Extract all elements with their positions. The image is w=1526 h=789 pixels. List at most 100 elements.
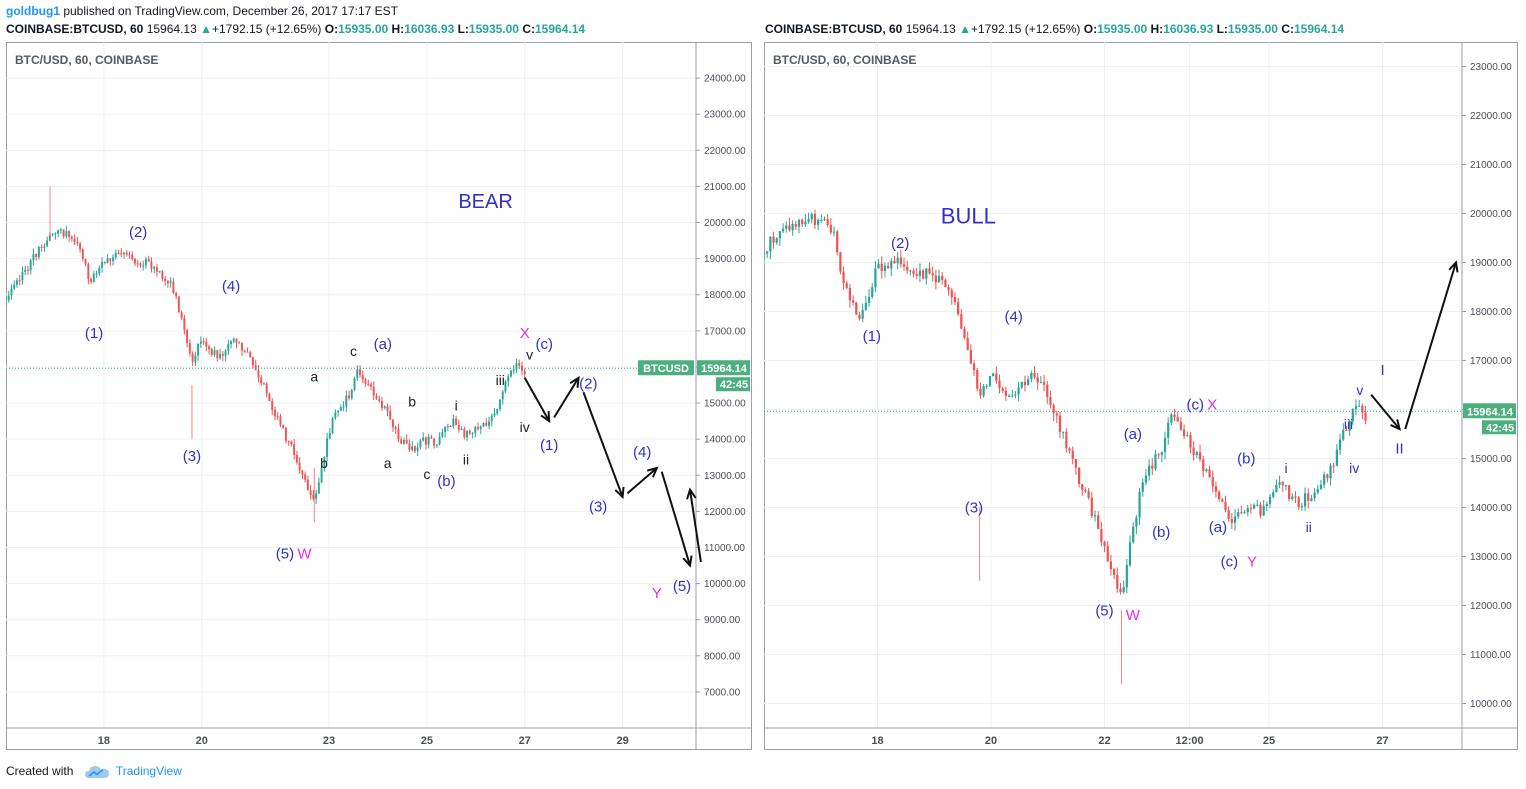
candle-body (372, 386, 375, 396)
candle-body (180, 312, 183, 318)
candle-body (367, 383, 370, 385)
candle-body (260, 377, 263, 384)
candle-body (976, 370, 979, 389)
bear-chart-panel[interactable]: 24000.00 23000.00 22000.00 21000.00 20000.00… (6, 42, 758, 754)
candle-body (1027, 379, 1030, 386)
up-triangle-icon: ▲ (200, 22, 212, 36)
countdown-box (716, 377, 750, 392)
arrow-line (1404, 262, 1457, 430)
y-tick-label: 12000.00 (1470, 601, 1512, 612)
publish-line: goldbug1 published on TradingView.com, D… (6, 4, 398, 18)
candle-body (1230, 519, 1233, 523)
candle-body (194, 355, 197, 362)
candle-body (972, 363, 976, 371)
candle-body (1084, 489, 1087, 492)
candle-body (1163, 437, 1167, 453)
tradingview-brand-link[interactable]: TradingView (115, 764, 182, 778)
wave-label: X (520, 325, 530, 342)
candle-body (133, 259, 136, 264)
wave-label: b (320, 455, 328, 471)
wave-label: (5) (673, 578, 691, 595)
candle-body (136, 263, 139, 265)
candle-body (424, 437, 427, 445)
wave-label: (2) (579, 376, 597, 393)
candle-body (460, 428, 463, 430)
candle-body (54, 233, 57, 235)
candle-body (70, 236, 73, 239)
candle-body (883, 265, 887, 271)
candle-body (216, 350, 219, 359)
price-change: +1792.15 (+12.65%) (212, 22, 322, 36)
candle-body (422, 437, 425, 441)
price-tag-label: BTCUSD (643, 363, 689, 375)
candle-body (1170, 414, 1173, 423)
author-link[interactable]: goldbug1 (6, 4, 60, 18)
open-value: 15935.00 (338, 22, 389, 36)
candle-body (1109, 561, 1113, 570)
projection-arrows (523, 375, 702, 568)
candle-body (183, 317, 186, 330)
candle-body (764, 253, 766, 255)
candle-body (880, 263, 883, 271)
candle-body (1151, 465, 1154, 469)
candle-body (320, 468, 323, 483)
candle-body (1198, 452, 1202, 460)
candle-body (1103, 541, 1106, 547)
candle-body (1240, 512, 1243, 514)
candle-body (18, 280, 21, 282)
candle-body (334, 412, 337, 419)
candle-body (345, 395, 348, 407)
wave-label: iii (496, 372, 505, 388)
candle-body (1259, 504, 1262, 516)
candle-body (172, 281, 175, 293)
candle-body (816, 220, 820, 225)
candle-body (87, 263, 90, 279)
candle-body (909, 270, 912, 272)
candle-body (1278, 482, 1281, 485)
wave-label: iv (1349, 460, 1359, 476)
candle-body (1176, 417, 1179, 422)
candle-body (356, 369, 359, 379)
candle-body (931, 273, 934, 276)
candle-body (79, 243, 82, 250)
candle-body (147, 259, 150, 262)
candle-body (109, 258, 112, 262)
candle-body (1233, 516, 1237, 523)
candle-body (1039, 382, 1043, 384)
candle-body (1157, 454, 1160, 456)
candle-body (1243, 512, 1246, 514)
candle-body (287, 440, 290, 442)
candle-body (10, 288, 13, 296)
y-tick-label: 20000.00 (704, 218, 746, 229)
candle-body (123, 252, 125, 255)
candle-body (512, 369, 515, 371)
candle-body (290, 441, 293, 445)
arrow-head (614, 486, 625, 500)
candle-body (166, 280, 169, 284)
candle-body (153, 267, 156, 269)
candle-body (839, 252, 842, 272)
candle-body (315, 493, 318, 499)
candle-body (1173, 414, 1176, 418)
candle-body (937, 275, 941, 283)
x-tick-label: 27 (519, 735, 531, 747)
candle-body (1310, 498, 1313, 501)
bull-chart-panel[interactable]: 23000.00 22000.00 21000.00 20000.00 19000.00… (764, 42, 1522, 754)
wave-label: I (1380, 362, 1384, 379)
candle-body (92, 273, 95, 282)
candle-body (213, 350, 216, 355)
y-tick-label: 14000.00 (704, 435, 746, 446)
y-axis: 24000.00 23000.00 22000.00 21000.00 20000.00… (6, 74, 746, 698)
candle-body (944, 279, 947, 288)
candle-body (890, 260, 893, 269)
candle-body (836, 231, 839, 253)
wave-label: (4) (633, 444, 651, 461)
low-value: 15935.00 (1227, 22, 1278, 36)
candle-body (482, 423, 485, 427)
candle-body (1071, 450, 1074, 460)
candle-body (246, 351, 249, 353)
candle-body (1272, 492, 1275, 497)
candle-body (1042, 382, 1046, 385)
candle-body (81, 249, 84, 259)
